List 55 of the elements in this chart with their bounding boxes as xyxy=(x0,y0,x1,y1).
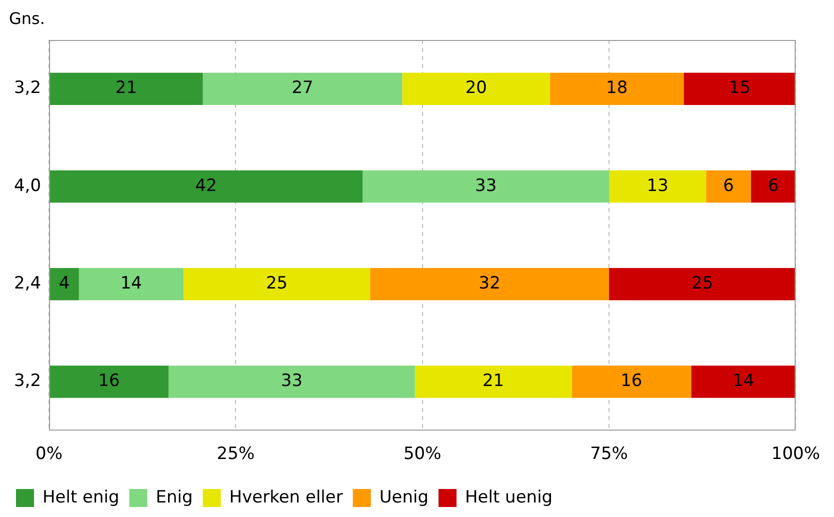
bar xyxy=(706,170,751,203)
data-label: 18 xyxy=(606,78,628,98)
data-label: 21 xyxy=(115,78,138,98)
x-tick-label: 25% xyxy=(216,444,255,464)
data-label: 33 xyxy=(280,371,303,392)
x-tick-label: 50% xyxy=(403,444,442,464)
bar xyxy=(168,366,415,398)
data-label: 16 xyxy=(98,371,120,392)
bar xyxy=(50,170,363,203)
data-label: 27 xyxy=(292,78,314,98)
bar xyxy=(550,72,684,105)
data-label: 16 xyxy=(620,371,642,392)
bar xyxy=(50,268,79,300)
y-tick-label: 2,4 xyxy=(14,274,42,294)
legend-label: Enig xyxy=(156,487,193,508)
data-label: 42 xyxy=(195,176,217,196)
x-tick-label: 0% xyxy=(36,444,63,464)
bar xyxy=(684,72,796,105)
bar xyxy=(362,170,610,203)
data-label: 6 xyxy=(768,176,779,196)
data-label: 14 xyxy=(732,371,754,392)
bar xyxy=(50,366,168,398)
bar xyxy=(609,170,706,203)
legend-label: Helt uenig xyxy=(465,487,553,508)
data-label: 14 xyxy=(120,274,142,294)
bar xyxy=(202,72,402,105)
data-label: 33 xyxy=(475,176,497,196)
bar xyxy=(50,72,203,105)
bar xyxy=(183,268,370,300)
data-label: 25 xyxy=(266,274,288,294)
bar xyxy=(370,268,610,300)
data-label: 6 xyxy=(723,176,734,196)
x-tick-label: 75% xyxy=(590,444,628,464)
bar xyxy=(609,268,796,300)
bar xyxy=(78,268,184,300)
y-tick-label: 3,2 xyxy=(14,371,42,392)
bar xyxy=(402,72,550,105)
data-label: 21 xyxy=(482,371,504,392)
bar xyxy=(691,366,796,398)
y-axis-title: Gns. xyxy=(9,9,45,28)
data-label: 32 xyxy=(478,274,500,294)
y-tick-label: 4,0 xyxy=(14,176,42,196)
data-label: 15 xyxy=(728,78,751,98)
legend-label: Uenig xyxy=(379,487,429,508)
bar xyxy=(572,366,692,398)
legend-label: Hverken eller xyxy=(229,487,343,508)
bar xyxy=(750,170,796,203)
data-label: 20 xyxy=(465,78,487,98)
legend-label: Helt enig xyxy=(42,487,120,508)
data-label: 4 xyxy=(58,274,70,294)
data-label: 13 xyxy=(646,176,668,196)
x-tick-label: 100% xyxy=(771,444,820,464)
y-tick-label: 3,2 xyxy=(14,78,42,98)
data-label: 25 xyxy=(692,274,714,294)
bar xyxy=(414,366,572,398)
